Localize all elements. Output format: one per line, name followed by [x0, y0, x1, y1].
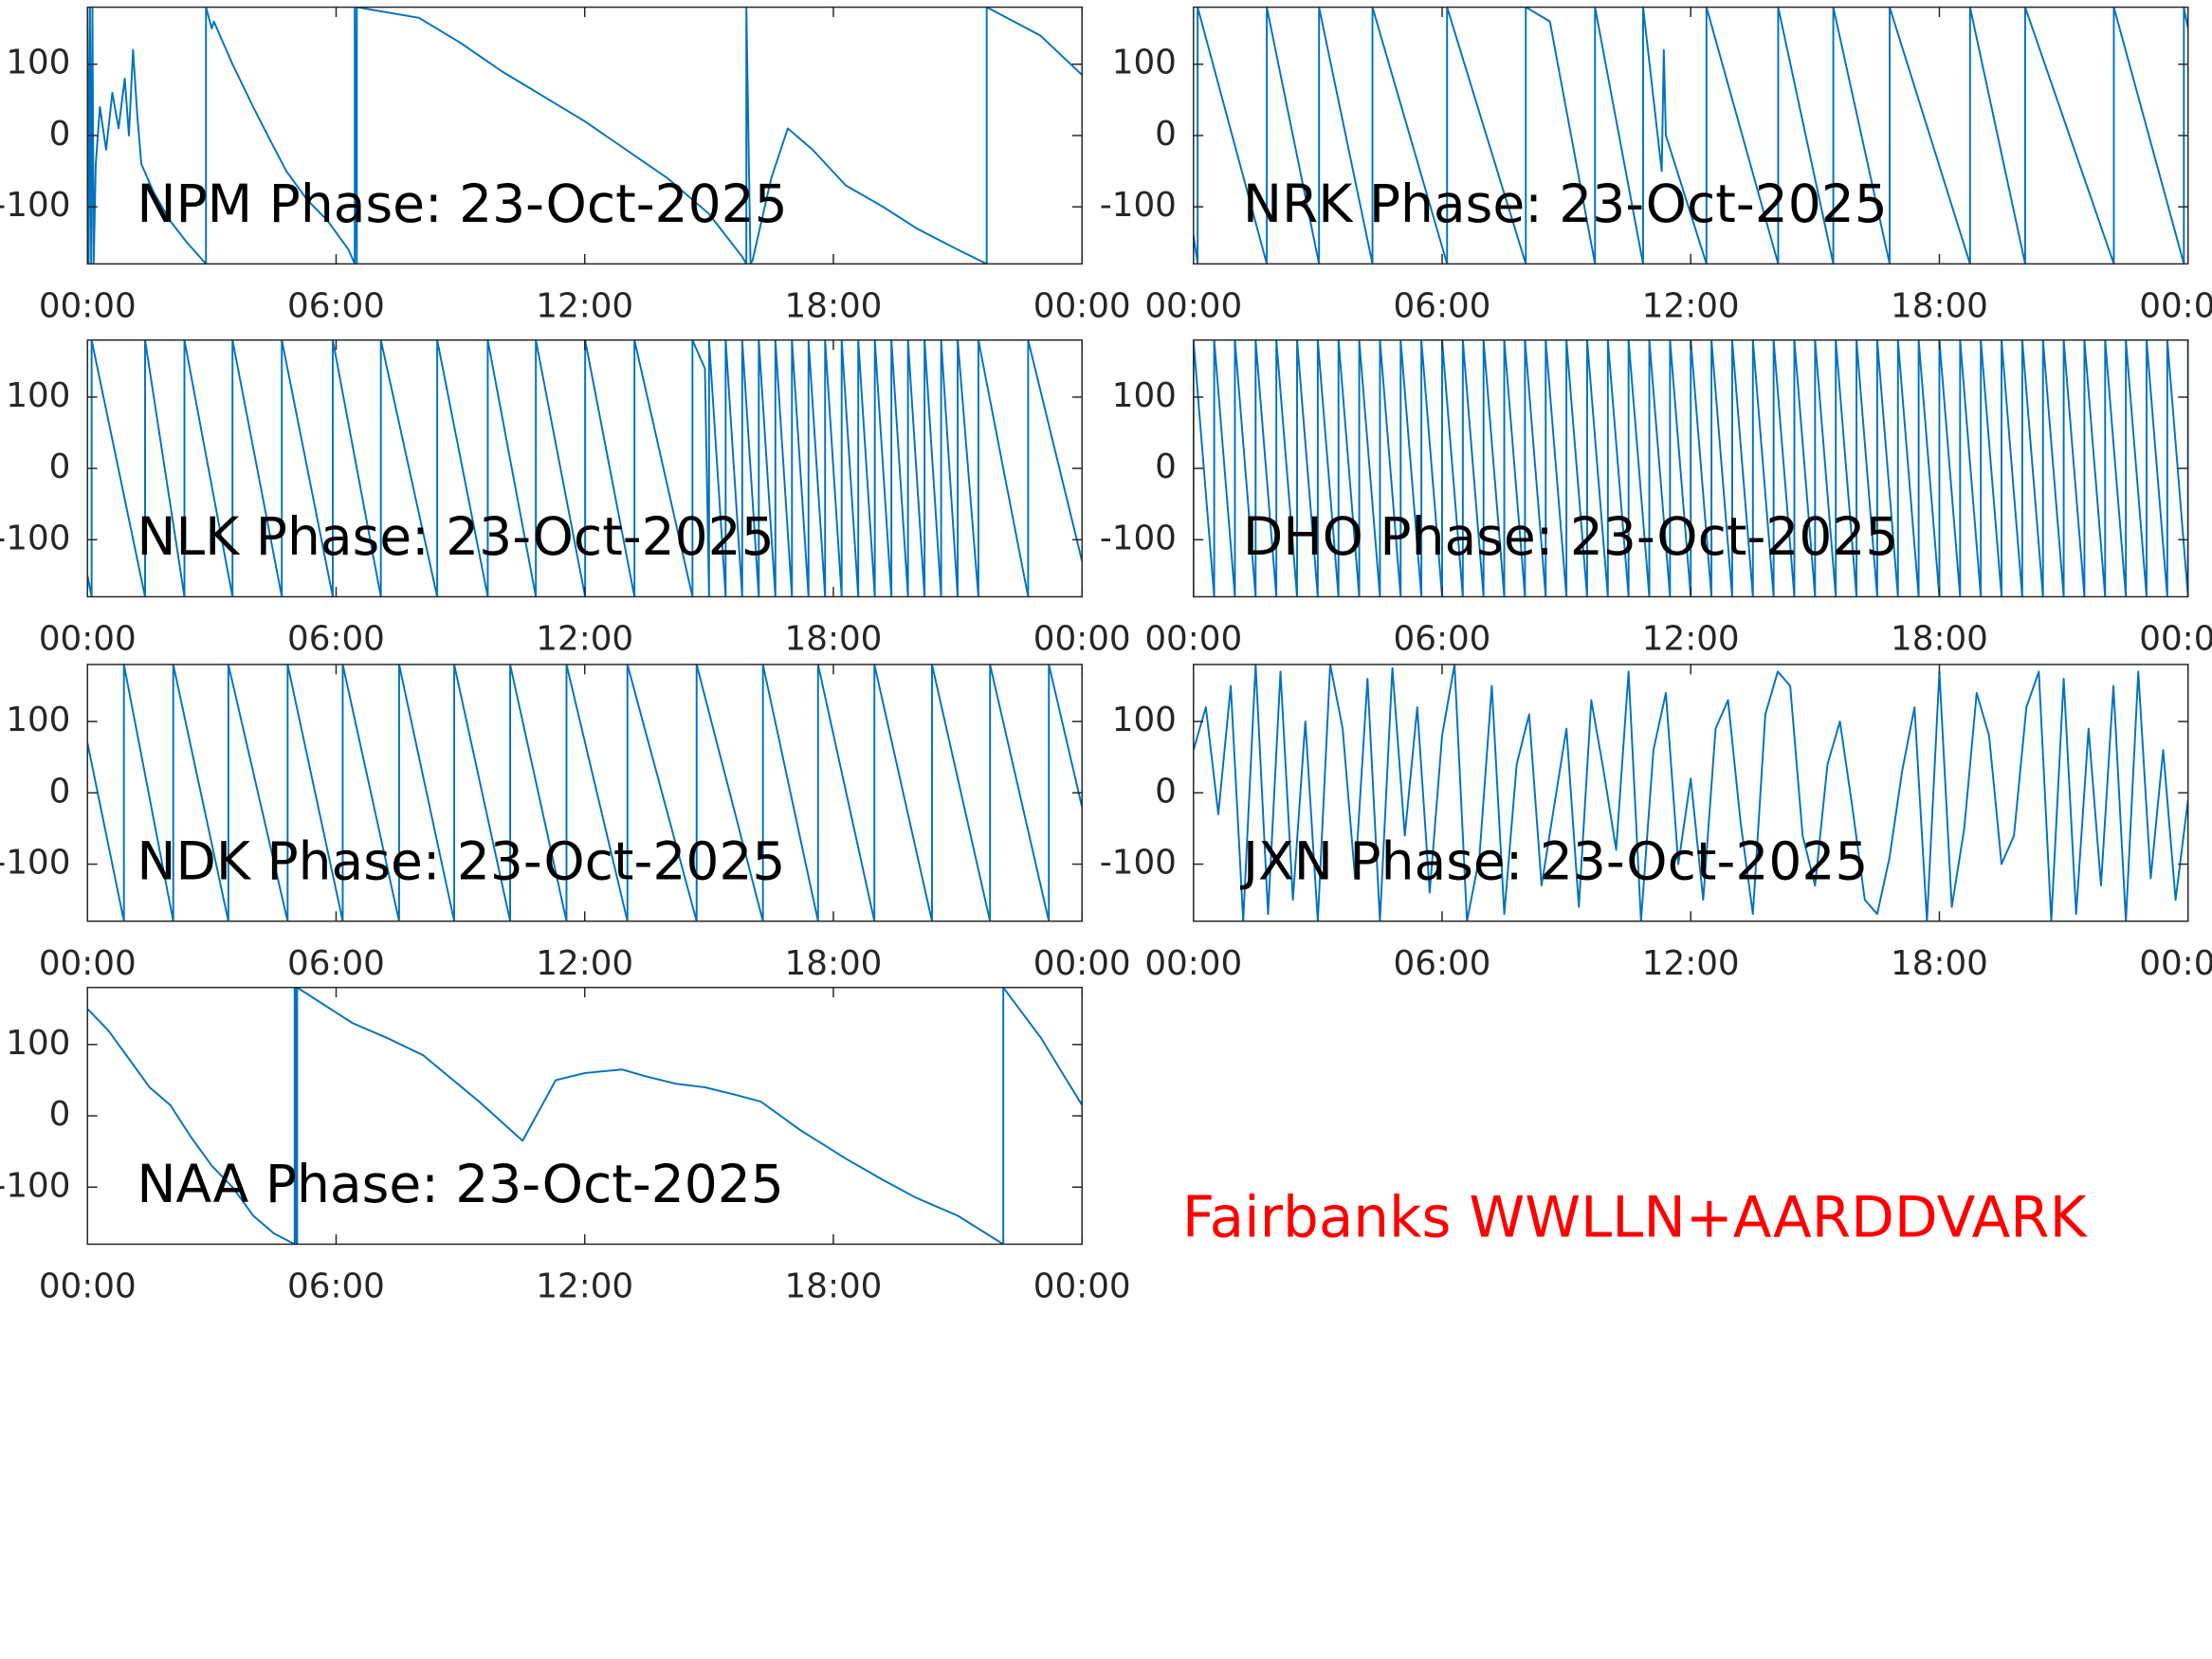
- plot-area: [87, 7, 1083, 264]
- x-tick-label: 12:00: [1642, 944, 1740, 983]
- x-tick-label: 00:00: [39, 1267, 137, 1306]
- plot-area: [1193, 339, 2188, 597]
- x-tick-label: 12:00: [1642, 286, 1740, 325]
- plot-area: [1193, 7, 2188, 264]
- y-tick-label: 0: [49, 772, 71, 811]
- x-tick-label: 00:00: [2139, 286, 2212, 325]
- y-tick-label: 0: [49, 447, 71, 486]
- x-tick-label: 06:00: [287, 286, 385, 325]
- panel: 00:00 06:00 12:00 18:00 00:00 -100 0 100 NLK Pha…: [0, 338, 1131, 659]
- plot-area: [87, 664, 1083, 921]
- x-tick-label: 12:00: [536, 286, 633, 325]
- x-tick-label: 00:00: [1144, 944, 1242, 983]
- y-tick-label: -100: [0, 844, 70, 883]
- x-tick-label: 12:00: [536, 1267, 633, 1306]
- x-tick-label: 00:00: [39, 944, 137, 983]
- x-tick-label: 00:00: [39, 286, 137, 325]
- y-tick-label: -100: [1100, 186, 1177, 225]
- y-tick-label: 100: [1112, 44, 1177, 82]
- x-tick-label: 18:00: [785, 620, 883, 659]
- x-tick-label: 06:00: [1394, 620, 1491, 659]
- x-tick-label: 00:00: [2139, 944, 2212, 983]
- y-tick-label: 100: [1112, 376, 1177, 415]
- x-tick-label: 12:00: [536, 620, 633, 659]
- y-tick-label: 100: [1112, 701, 1177, 739]
- phase-line: [87, 664, 1083, 921]
- x-tick-label: 12:00: [1642, 620, 1740, 659]
- y-tick-label: 0: [49, 115, 71, 154]
- x-tick-label: 18:00: [785, 944, 883, 983]
- panel-title: DHO Phase: 23-Oct-2025: [1243, 506, 1899, 567]
- phase-line: [87, 7, 1083, 264]
- y-tick-label: -100: [0, 186, 70, 225]
- y-tick-label: 0: [49, 1095, 71, 1134]
- x-tick-label: 00:00: [1144, 620, 1242, 659]
- x-tick-label: 00:00: [1033, 620, 1131, 659]
- x-tick-label: 00:00: [1033, 286, 1131, 325]
- y-tick-label: 0: [1155, 447, 1177, 486]
- panel: 00:00 06:00 12:00 18:00 00:00 -100 0 100 NAA Pha…: [0, 986, 1131, 1306]
- x-tick-label: 12:00: [536, 944, 633, 983]
- x-tick-label: 00:00: [1144, 286, 1242, 325]
- plot-area: [87, 339, 1083, 597]
- panel-title: NLK Phase: 23-Oct-2025: [137, 506, 774, 567]
- phase-line: [1193, 664, 2188, 921]
- y-tick-label: -100: [1100, 844, 1177, 883]
- y-tick-label: 100: [6, 44, 70, 82]
- y-tick-label: 100: [6, 1024, 70, 1063]
- x-tick-label: 00:00: [39, 620, 137, 659]
- phase-line: [1193, 339, 2188, 597]
- panel: 00:00 06:00 12:00 18:00 00:00 -100 0 100 JXN Pha…: [1100, 664, 2212, 983]
- x-tick-label: 06:00: [287, 944, 385, 983]
- phase-line: [87, 987, 1083, 1245]
- panel: 00:00 06:00 12:00 18:00 00:00 -100 0 100 NDK Pha…: [0, 664, 1131, 983]
- plot-area: [87, 987, 1083, 1245]
- y-tick-label: -100: [1100, 519, 1177, 557]
- y-tick-label: -100: [0, 1166, 70, 1205]
- panel-title: NRK Phase: 23-Oct-2025: [1243, 173, 1888, 234]
- x-tick-label: 00:00: [2139, 620, 2212, 659]
- y-tick-label: -100: [0, 519, 70, 557]
- phase-line: [1193, 7, 2188, 264]
- x-tick-label: 06:00: [1394, 944, 1491, 983]
- phase-line: [87, 339, 1083, 597]
- panel-title: JXN Phase: 23-Oct-2025: [1240, 830, 1869, 891]
- x-tick-label: 00:00: [1033, 944, 1131, 983]
- y-tick-label: 0: [1155, 772, 1177, 811]
- panel: 00:00 06:00 12:00 18:00 00:00 -100 0 100 DHO Pha…: [1100, 338, 2212, 659]
- x-tick-label: 06:00: [287, 1267, 385, 1306]
- x-tick-label: 06:00: [287, 620, 385, 659]
- plot-area: [1193, 664, 2188, 921]
- panel-title: NAA Phase: 23-Oct-2025: [137, 1154, 784, 1214]
- panel-title: NDK Phase: 23-Oct-2025: [137, 830, 785, 891]
- x-tick-label: 18:00: [1891, 944, 1988, 983]
- panel-title: NPM Phase: 23-Oct-2025: [137, 173, 787, 234]
- panel: 00:00 06:00 12:00 18:00 00:00 -100 0 100 NRK Pha…: [1100, 6, 2212, 325]
- x-tick-label: 18:00: [1891, 286, 1988, 325]
- x-tick-label: 00:00: [1033, 1267, 1131, 1306]
- x-tick-label: 18:00: [1891, 620, 1988, 659]
- panel: 00:00 06:00 12:00 18:00 00:00 -100 0 100 NPM Pha…: [0, 6, 1131, 325]
- y-tick-label: 100: [6, 376, 70, 415]
- x-tick-label: 06:00: [1394, 286, 1491, 325]
- y-tick-label: 0: [1155, 115, 1177, 154]
- x-tick-label: 18:00: [785, 1267, 883, 1306]
- annotation: Fairbanks WWLLN+AARDDVARK: [1182, 1186, 2089, 1251]
- x-tick-label: 18:00: [785, 286, 883, 325]
- y-tick-label: 100: [6, 701, 70, 739]
